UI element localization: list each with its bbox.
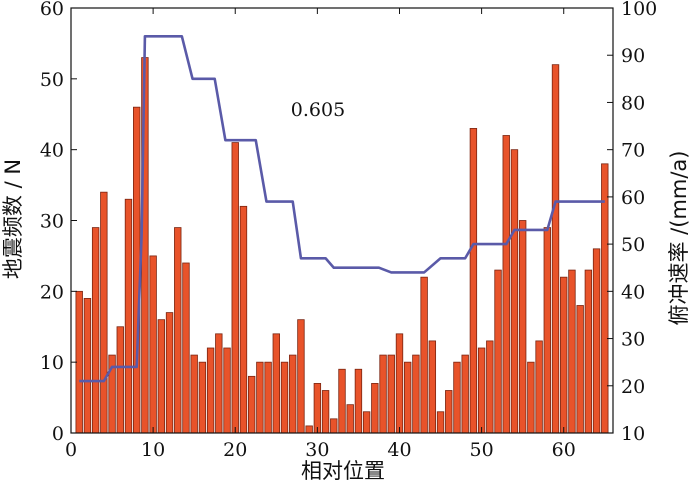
right-y-tick-label-100: 100 bbox=[621, 0, 657, 20]
x-tick-label-20: 20 bbox=[223, 439, 247, 461]
bar-35 bbox=[354, 368, 363, 434]
left-y-tick-label-20: 20 bbox=[40, 281, 64, 303]
x-tick-label-40: 40 bbox=[387, 439, 411, 461]
x-tick-label-0: 0 bbox=[65, 439, 77, 461]
x-tick-label-10: 10 bbox=[141, 439, 165, 461]
left-y-tick-label-10: 10 bbox=[40, 352, 64, 374]
bar-8 bbox=[133, 106, 141, 434]
bar-33 bbox=[338, 368, 346, 434]
bar-32 bbox=[330, 418, 338, 434]
bar-49 bbox=[469, 128, 478, 434]
bar-44 bbox=[428, 340, 437, 434]
x-tick-label-50: 50 bbox=[470, 439, 494, 461]
bar-63 bbox=[584, 269, 593, 434]
bar-62 bbox=[576, 305, 584, 434]
x-tick-label-60: 60 bbox=[552, 439, 576, 461]
line-layer bbox=[79, 35, 605, 383]
bar-4 bbox=[100, 191, 108, 434]
right-y-axis-title: 俯冲速率 /(mm/a) bbox=[667, 151, 691, 326]
bar-39 bbox=[387, 354, 395, 434]
bar-51 bbox=[486, 340, 494, 434]
right-y-tick-label-90: 90 bbox=[621, 45, 645, 67]
bar-38 bbox=[379, 354, 387, 434]
bar-42 bbox=[412, 354, 420, 434]
right-y-tick-label-80: 80 bbox=[621, 92, 645, 114]
bar-43 bbox=[420, 276, 428, 434]
bar-2 bbox=[83, 298, 92, 434]
bar-55 bbox=[518, 220, 527, 434]
bar-40 bbox=[395, 333, 404, 434]
bar-61 bbox=[568, 269, 576, 434]
bar-6 bbox=[116, 326, 124, 434]
bar-34 bbox=[346, 404, 354, 434]
bar-11 bbox=[157, 319, 166, 434]
bar-36 bbox=[362, 411, 371, 434]
right-y-tick-label-50: 50 bbox=[621, 234, 645, 256]
bar-12 bbox=[165, 312, 174, 434]
bar-27 bbox=[289, 354, 297, 434]
bar-10 bbox=[149, 255, 157, 434]
bar-16 bbox=[198, 361, 207, 434]
bar-15 bbox=[190, 354, 198, 434]
bar-56 bbox=[527, 361, 535, 434]
bar-29 bbox=[305, 425, 313, 434]
subduction-rate-line bbox=[79, 35, 605, 383]
left-y-tick-label-30: 30 bbox=[40, 211, 64, 233]
bar-53 bbox=[502, 135, 510, 434]
bar-65 bbox=[601, 163, 609, 434]
bar-23 bbox=[256, 361, 264, 434]
bar-3 bbox=[91, 227, 100, 434]
bar-18 bbox=[215, 333, 223, 434]
left-y-tick-label-60: 60 bbox=[40, 0, 64, 20]
bar-64 bbox=[592, 248, 601, 434]
right-y-tick-label-70: 70 bbox=[621, 140, 645, 162]
right-y-tick-label-20: 20 bbox=[621, 376, 645, 398]
bar-37 bbox=[371, 383, 379, 434]
bar-60 bbox=[560, 276, 568, 434]
left-y-tick-label-0: 0 bbox=[52, 423, 64, 445]
bar-58 bbox=[543, 227, 551, 434]
left-y-axis-title: 地震频数 / N bbox=[1, 159, 25, 279]
bar-30 bbox=[313, 383, 322, 434]
bar-52 bbox=[494, 269, 502, 434]
bar-20 bbox=[231, 142, 239, 434]
bar-17 bbox=[206, 347, 215, 434]
bar-57 bbox=[535, 340, 543, 434]
bar-25 bbox=[272, 333, 280, 434]
bar-45 bbox=[436, 411, 445, 434]
bar-24 bbox=[264, 361, 272, 434]
bar-31 bbox=[321, 390, 330, 434]
bar-26 bbox=[280, 361, 289, 434]
bar-46 bbox=[445, 390, 453, 434]
right-y-tick-label-60: 60 bbox=[621, 187, 645, 209]
bar-59 bbox=[551, 64, 560, 434]
bar-50 bbox=[477, 347, 486, 434]
bar-22 bbox=[247, 375, 256, 434]
x-axis-title: 相对位置 bbox=[301, 459, 385, 483]
bar-41 bbox=[404, 361, 412, 434]
bar-21 bbox=[239, 205, 248, 434]
bar-54 bbox=[510, 149, 519, 434]
right-y-tick-label-10: 10 bbox=[621, 423, 645, 445]
bar-48 bbox=[461, 354, 469, 434]
left-y-tick-label-50: 50 bbox=[40, 69, 64, 91]
x-tick-label-30: 30 bbox=[305, 439, 329, 461]
right-y-tick-label-30: 30 bbox=[621, 329, 645, 351]
right-y-tick-label-40: 40 bbox=[621, 281, 645, 303]
bar-7 bbox=[124, 198, 133, 434]
left-y-tick-label-40: 40 bbox=[40, 140, 64, 162]
bar-28 bbox=[297, 319, 305, 434]
bar-14 bbox=[182, 262, 190, 434]
correlation-annotation: 0.605 bbox=[291, 99, 345, 121]
bar-47 bbox=[453, 361, 461, 434]
axes-layer: 0 10 20 30 40 50 60 0 10 20 30 40 50 60 10 20 30 40 50 60 70… bbox=[40, 0, 657, 461]
bar-19 bbox=[223, 347, 231, 434]
bar-13 bbox=[174, 227, 182, 434]
